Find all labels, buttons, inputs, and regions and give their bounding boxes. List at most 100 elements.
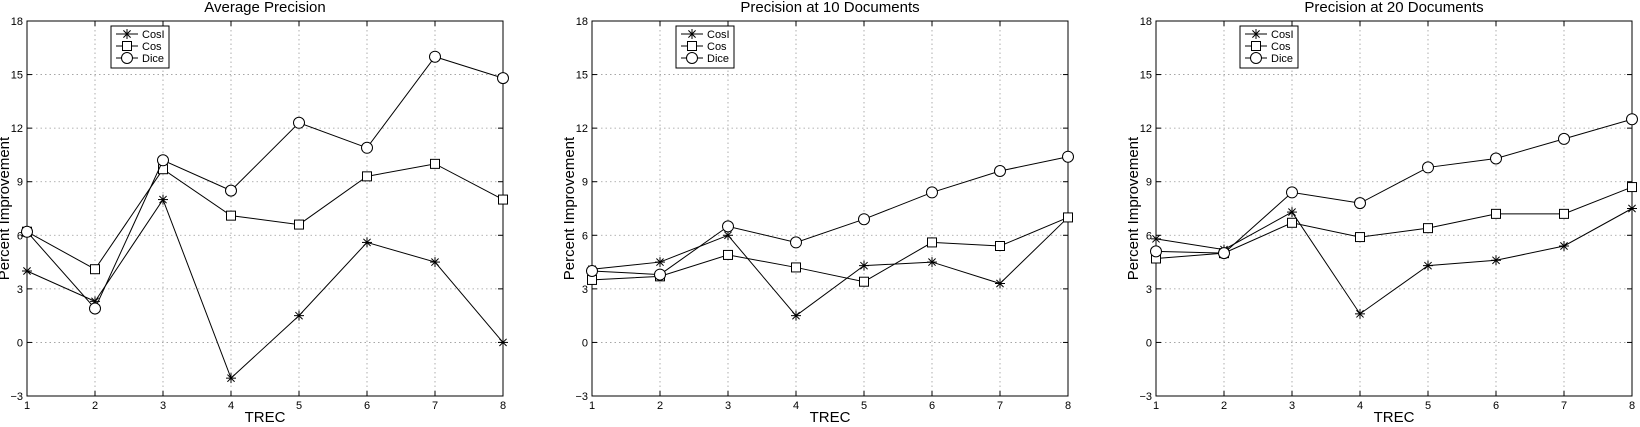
legend-marker-cos bbox=[687, 41, 697, 51]
chart-title: Precision at 20 Documents bbox=[1304, 0, 1483, 16]
data-point-dice bbox=[994, 165, 1006, 177]
data-point-cosi bbox=[158, 194, 168, 205]
legend-marker-cosi bbox=[122, 29, 132, 39]
data-point-cos bbox=[723, 249, 733, 260]
data-point-dice bbox=[1150, 245, 1162, 258]
x-axis-label: TREC bbox=[810, 409, 851, 426]
data-point-cos bbox=[90, 264, 100, 275]
y-tick-label: 12 bbox=[576, 123, 588, 135]
x-tick-label: 2 bbox=[92, 400, 98, 412]
data-point-cos bbox=[294, 219, 304, 230]
y-tick-label: −3 bbox=[1139, 391, 1152, 403]
y-tick-label: 18 bbox=[1140, 16, 1152, 28]
data-point-cosi bbox=[430, 257, 440, 268]
x-tick-label: 5 bbox=[296, 400, 302, 412]
data-point-cos bbox=[362, 171, 372, 182]
series-line-dice bbox=[1155, 118, 1633, 254]
legend-marker-cos bbox=[1251, 41, 1261, 51]
legend-label-cos: Cos bbox=[707, 41, 727, 53]
series-line-cosi bbox=[591, 217, 1069, 317]
legend-box bbox=[675, 25, 735, 69]
data-point-cosi bbox=[362, 237, 372, 248]
data-point-cosi bbox=[1151, 233, 1161, 244]
x-tick-label: 7 bbox=[1561, 400, 1567, 412]
data-point-cos bbox=[1287, 217, 1297, 228]
y-tick-label: 15 bbox=[1140, 70, 1152, 82]
data-point-dice bbox=[926, 186, 938, 199]
series-line-cosi bbox=[26, 198, 504, 380]
x-axis-label: TREC bbox=[1374, 409, 1415, 426]
y-axis-label: Percent Improvement bbox=[0, 136, 13, 280]
data-point-dice bbox=[654, 268, 666, 281]
data-point-cos bbox=[859, 276, 869, 287]
y-tick-label: 9 bbox=[1146, 177, 1152, 189]
plot-frame bbox=[26, 20, 504, 397]
data-point-cosi bbox=[859, 260, 869, 271]
x-tick-label: 1 bbox=[24, 400, 30, 412]
data-point-dice bbox=[1218, 247, 1230, 260]
data-point-dice bbox=[1490, 152, 1502, 165]
y-tick-label: 6 bbox=[17, 230, 23, 242]
data-point-cosi bbox=[1423, 260, 1433, 271]
legend-label-cos: Cos bbox=[1271, 41, 1291, 53]
legend-label-dice: Dice bbox=[1271, 53, 1293, 65]
x-tick-label: 5 bbox=[1425, 400, 1431, 412]
data-point-cos bbox=[1491, 208, 1501, 219]
x-axis-label: TREC bbox=[245, 409, 286, 426]
x-tick-label: 6 bbox=[929, 400, 935, 412]
series-cosi bbox=[1151, 203, 1637, 319]
x-tick-label: 4 bbox=[228, 400, 234, 412]
y-tick-label: 15 bbox=[576, 70, 588, 82]
data-point-dice bbox=[1626, 113, 1638, 126]
x-tick-label: 5 bbox=[861, 400, 867, 412]
data-point-dice bbox=[89, 302, 101, 315]
data-point-cos bbox=[1627, 182, 1637, 193]
data-point-cosi bbox=[1355, 308, 1365, 319]
y-tick-label: 12 bbox=[1140, 123, 1152, 135]
data-point-cos bbox=[1423, 223, 1433, 234]
x-tick-label: 2 bbox=[657, 400, 663, 412]
data-point-dice bbox=[21, 225, 33, 238]
data-point-cos bbox=[430, 158, 440, 169]
data-point-cos bbox=[791, 262, 801, 273]
x-tick-label: 4 bbox=[793, 400, 799, 412]
data-point-dice bbox=[293, 116, 305, 129]
data-point-cosi bbox=[22, 266, 32, 276]
data-point-cos bbox=[226, 210, 236, 221]
legend-label-cosi: CosI bbox=[707, 29, 730, 41]
legend-marker-cosi bbox=[687, 29, 697, 39]
data-point-dice bbox=[1422, 161, 1434, 174]
x-tick-label: 8 bbox=[1065, 400, 1071, 412]
x-tick-label: 4 bbox=[1357, 400, 1363, 412]
legend-marker-cosi bbox=[1251, 29, 1261, 39]
x-tick-label: 6 bbox=[1493, 400, 1499, 412]
x-tick-label: 3 bbox=[725, 400, 731, 412]
x-tick-label: 7 bbox=[432, 400, 438, 412]
series-cos bbox=[22, 158, 508, 275]
series-line-dice bbox=[591, 156, 1069, 276]
data-point-cosi bbox=[655, 257, 665, 268]
data-point-cos bbox=[927, 237, 937, 248]
series-dice bbox=[586, 150, 1074, 281]
y-tick-label: 3 bbox=[582, 284, 588, 296]
data-point-cosi bbox=[1287, 207, 1297, 218]
legend-marker-dice bbox=[121, 52, 133, 64]
data-point-cos bbox=[498, 194, 508, 205]
data-point-dice bbox=[225, 184, 237, 197]
x-tick-label: 1 bbox=[589, 400, 595, 412]
data-point-cos bbox=[1355, 232, 1365, 243]
series-dice bbox=[1150, 113, 1638, 260]
x-tick-label: 8 bbox=[500, 400, 506, 412]
data-point-dice bbox=[429, 50, 441, 63]
data-point-cosi bbox=[995, 278, 1005, 289]
x-tick-label: 7 bbox=[997, 400, 1003, 412]
data-point-cosi bbox=[723, 230, 733, 241]
chart-title: Average Precision bbox=[204, 0, 325, 16]
series-line-dice bbox=[26, 56, 504, 310]
data-point-dice bbox=[586, 265, 598, 277]
data-point-dice bbox=[1062, 150, 1074, 163]
data-point-cosi bbox=[791, 310, 801, 321]
data-point-dice bbox=[497, 72, 509, 85]
